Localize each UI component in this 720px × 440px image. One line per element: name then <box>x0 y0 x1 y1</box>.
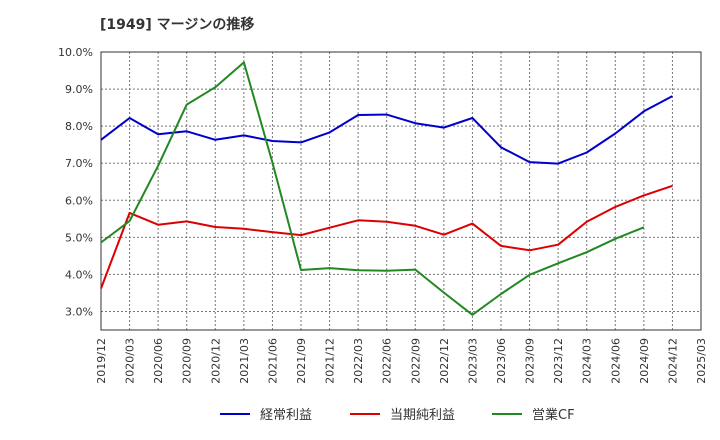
x-tick-label: 2021/12 <box>324 338 337 384</box>
x-tick-label: 2024/03 <box>581 338 594 384</box>
x-tick-label: 2025/03 <box>695 338 708 384</box>
series-line <box>100 61 645 316</box>
legend-label-keijo: 経常利益 <box>260 408 313 423</box>
legend-swatch-keijo <box>220 412 250 415</box>
legend-item-junri: 当期純利益 <box>350 404 455 423</box>
legend-label-eigyo-cf: 営業CF <box>532 408 575 423</box>
series-line <box>100 184 673 289</box>
x-tick-label: 2022/09 <box>409 338 422 384</box>
y-tick-label: 5.0% <box>65 231 93 244</box>
series-line <box>100 95 673 165</box>
legend: 経常利益 当期純利益 営業CF <box>0 404 720 428</box>
x-tick-label: 2022/03 <box>352 338 365 384</box>
x-tick-label: 2024/06 <box>609 338 622 384</box>
y-tick-label: 3.0% <box>65 305 93 318</box>
x-tick-label: 2021/06 <box>266 338 279 384</box>
plot-frame <box>100 51 702 331</box>
y-tick-label: 4.0% <box>65 268 93 281</box>
x-tick-label: 2020/12 <box>209 338 222 384</box>
legend-item-keijo: 経常利益 <box>220 404 312 423</box>
x-tick-label: 2019/12 <box>95 338 108 384</box>
x-tick-label: 2020/06 <box>152 338 165 384</box>
x-tick-label: 2020/09 <box>181 338 194 384</box>
x-tick-label: 2021/03 <box>238 338 251 384</box>
legend-item-eigyo-cf: 営業CF <box>492 404 575 423</box>
x-tick-label: 2023/09 <box>524 338 537 384</box>
y-tick-label: 10.0% <box>58 46 93 59</box>
x-tick-label: 2023/06 <box>495 338 508 384</box>
legend-swatch-junri <box>350 412 380 415</box>
legend-swatch-eigyo-cf <box>492 412 522 415</box>
x-tick-label: 2023/12 <box>552 338 565 384</box>
x-tick-label: 2024/09 <box>638 338 651 384</box>
chart-title: [1949] マージンの推移 <box>100 17 255 33</box>
y-tick-label: 7.0% <box>65 157 93 170</box>
x-tick-label: 2022/06 <box>381 338 394 384</box>
legend-label-junri: 当期純利益 <box>390 408 456 423</box>
x-tick-label: 2022/12 <box>438 338 451 384</box>
x-tick-label: 2021/09 <box>295 338 308 384</box>
x-tick-label: 2024/12 <box>666 338 679 384</box>
x-tick-label: 2023/03 <box>466 338 479 384</box>
x-tick-label: 2020/03 <box>124 338 137 384</box>
y-tick-label: 9.0% <box>65 83 93 96</box>
y-tick-label: 6.0% <box>65 194 93 207</box>
y-tick-label: 8.0% <box>65 120 93 133</box>
